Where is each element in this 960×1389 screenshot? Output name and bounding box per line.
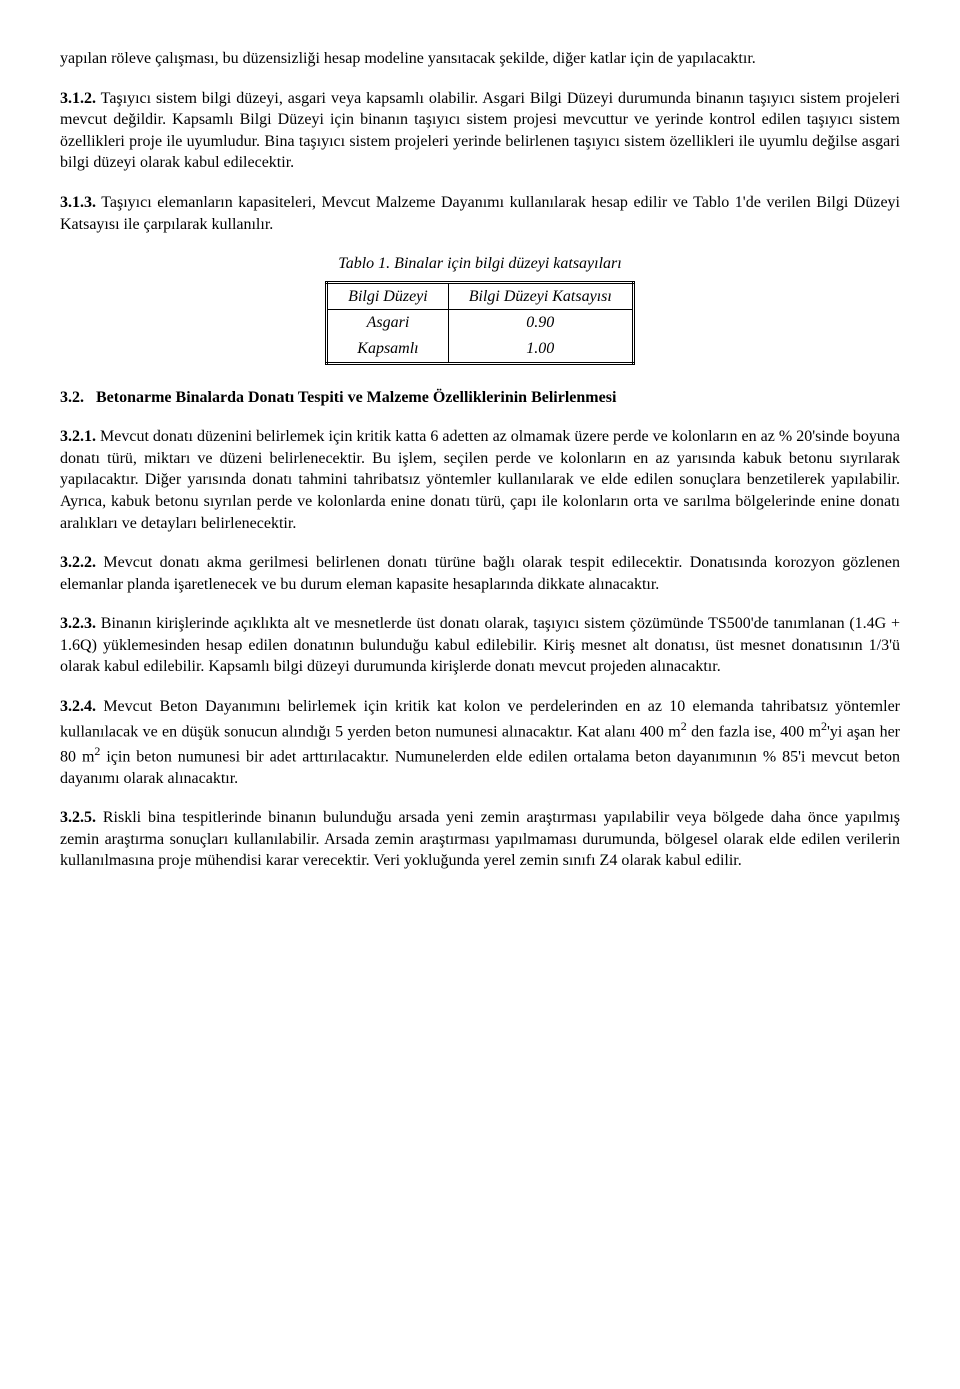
paragraph-text: ) yüklemesinden hesap edilen donatının b… [60,637,900,676]
table-header: Bilgi Düzeyi [327,282,449,310]
table-row: Kapsamlı 1.00 [327,336,634,363]
heading-text: Betonarme Binalarda Donatı Tespiti ve Ma… [96,389,616,406]
paragraph-text: den fazla ise, 400 m [687,723,821,740]
section-number: 3.2.2. [60,554,96,571]
section-number: 3.2.4. [60,698,96,715]
section-number: 3.2.1. [60,428,96,445]
paragraph: yapılan röleve çalışması, bu düzensizliğ… [60,48,900,70]
table-cell: 1.00 [448,336,633,363]
paragraph: 3.1.3. Taşıyıcı elemanların kapasiteleri… [60,192,900,235]
paragraph: 3.1.2. Taşıyıcı sistem bilgi düzeyi, asg… [60,88,900,174]
paragraph-text: Riskli bina tespitlerinde binanın bulund… [60,809,900,869]
section-number: 3.2. [60,389,84,406]
section-number: 3.1.3. [60,194,96,211]
section-number: 3.2.5. [60,809,96,826]
section-number: 3.1.2. [60,90,96,107]
paragraph: 3.2.1. Mevcut donatı düzenini belirlemek… [60,426,900,534]
table-row: Asgari 0.90 [327,310,634,336]
section-number: 3.2.3. [60,615,96,632]
table-cell: Kapsamlı [327,336,449,363]
paragraph: 3.2.3. Binanın kirişlerinde açıklıkta al… [60,613,900,678]
paragraph: 3.2.2. Mevcut donatı akma gerilmesi beli… [60,552,900,595]
bilgi-duzeyi-table: Bilgi Düzeyi Bilgi Düzeyi Katsayısı Asga… [325,281,635,365]
paragraph-text: Mevcut donatı düzenini belirlemek için k… [60,428,900,531]
paragraph-text: Mevcut donatı akma gerilmesi belirlenen … [60,554,900,593]
paragraph-text: Taşıyıcı sistem bilgi düzeyi, asgari vey… [60,90,900,172]
table-cell: Asgari [327,310,449,336]
paragraph-text: Binanın kirişlerinde açıklıkta alt ve me… [101,615,855,632]
table-caption: Tablo 1. Binalar için bilgi düzeyi katsa… [60,253,900,275]
paragraph-text: Taşıyıcı elemanların kapasiteleri, Mevcu… [60,194,900,233]
paragraph: 3.2.5. Riskli bina tespitlerinde binanın… [60,807,900,872]
paragraph: 3.2.4. Mevcut Beton Dayanımını belirleme… [60,696,900,789]
table-cell: 0.90 [448,310,633,336]
table-header: Bilgi Düzeyi Katsayısı [448,282,633,310]
paragraph-text: için beton numunesi bir adet arttırılaca… [60,748,900,787]
section-heading: 3.2. Betonarme Binalarda Donatı Tespiti … [60,387,900,409]
